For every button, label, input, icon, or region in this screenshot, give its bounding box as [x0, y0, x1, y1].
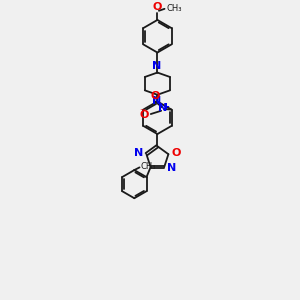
Text: CH₃: CH₃ — [140, 162, 156, 171]
Text: N: N — [152, 96, 161, 106]
Text: O: O — [171, 148, 180, 158]
Text: +: + — [163, 102, 170, 111]
Text: N: N — [134, 148, 144, 158]
Text: N: N — [152, 61, 161, 71]
Text: N: N — [167, 163, 176, 173]
Text: O: O — [153, 2, 162, 12]
Text: O: O — [151, 91, 160, 101]
Text: CH₃: CH₃ — [166, 4, 182, 13]
Text: N: N — [158, 103, 167, 113]
Text: ⁻: ⁻ — [140, 107, 146, 117]
Text: O: O — [139, 110, 148, 120]
